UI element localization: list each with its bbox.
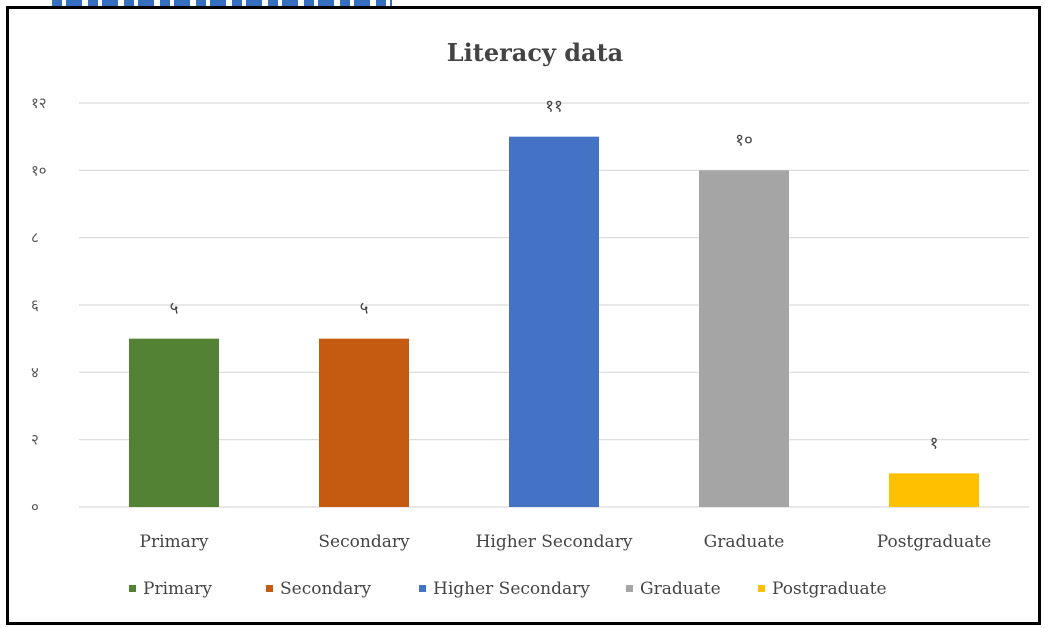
data-label: ५	[360, 299, 369, 319]
legend-item: Postgraduate	[758, 579, 887, 599]
legend-label: Postgraduate	[772, 579, 887, 599]
chart-title: Literacy data	[447, 38, 623, 67]
legend-label: Higher Secondary	[433, 579, 590, 599]
bar-higher-secondary	[509, 136, 599, 507]
legend-label: Secondary	[280, 579, 372, 599]
legend-item: Graduate	[626, 579, 721, 599]
bar-graduate	[699, 170, 789, 508]
legend-swatch	[758, 585, 765, 592]
y-tick-label: १२	[31, 94, 47, 112]
x-category-label: Secondary	[318, 532, 410, 552]
cropped-heading-fragment	[52, 0, 392, 6]
legend: Primary Secondary Higher Secondary Graduate…	[129, 579, 887, 599]
bar-postgraduate	[889, 473, 979, 507]
data-label: १	[930, 433, 939, 453]
legend-item: Secondary	[266, 579, 372, 599]
y-tick-label: ८	[31, 229, 39, 247]
legend-item: Primary	[129, 579, 212, 599]
y-tick-label: ४	[31, 363, 39, 381]
bar-primary	[129, 338, 219, 507]
legend-label: Primary	[143, 579, 212, 599]
y-tick-label: २	[31, 431, 39, 449]
data-label: ११	[545, 97, 563, 117]
bar-secondary	[319, 338, 409, 507]
chart-frame: Literacy data ० २ ४ ६ ८ १० १२ ५ ५ ११ १० १ Primary S…	[6, 6, 1041, 625]
legend-label: Graduate	[640, 579, 721, 599]
legend-swatch	[626, 585, 633, 592]
y-axis-tick-labels: ० २ ४ ६ ८ १० १२	[31, 94, 47, 516]
data-label: ५	[170, 299, 179, 319]
y-tick-label: ०	[31, 498, 39, 516]
legend-item: Higher Secondary	[419, 579, 590, 599]
legend-swatch	[419, 585, 426, 592]
bars	[129, 136, 979, 508]
literacy-bar-chart: Literacy data ० २ ४ ६ ८ १० १२ ५ ५ ११ १० १ Primary S…	[31, 38, 1029, 599]
data-labels: ५ ५ ११ १० १	[170, 97, 939, 454]
legend-swatch	[129, 585, 136, 592]
x-category-label: Primary	[140, 532, 209, 552]
x-axis-category-labels: Primary Secondary Higher Secondary Graduate…	[140, 532, 992, 552]
data-label: १०	[735, 130, 753, 150]
legend-swatch	[266, 585, 273, 592]
x-category-label: Postgraduate	[877, 532, 992, 552]
x-category-label: Graduate	[704, 532, 785, 552]
y-tick-label: १०	[31, 161, 47, 179]
x-category-label: Higher Secondary	[476, 532, 633, 552]
y-tick-label: ६	[31, 296, 39, 314]
